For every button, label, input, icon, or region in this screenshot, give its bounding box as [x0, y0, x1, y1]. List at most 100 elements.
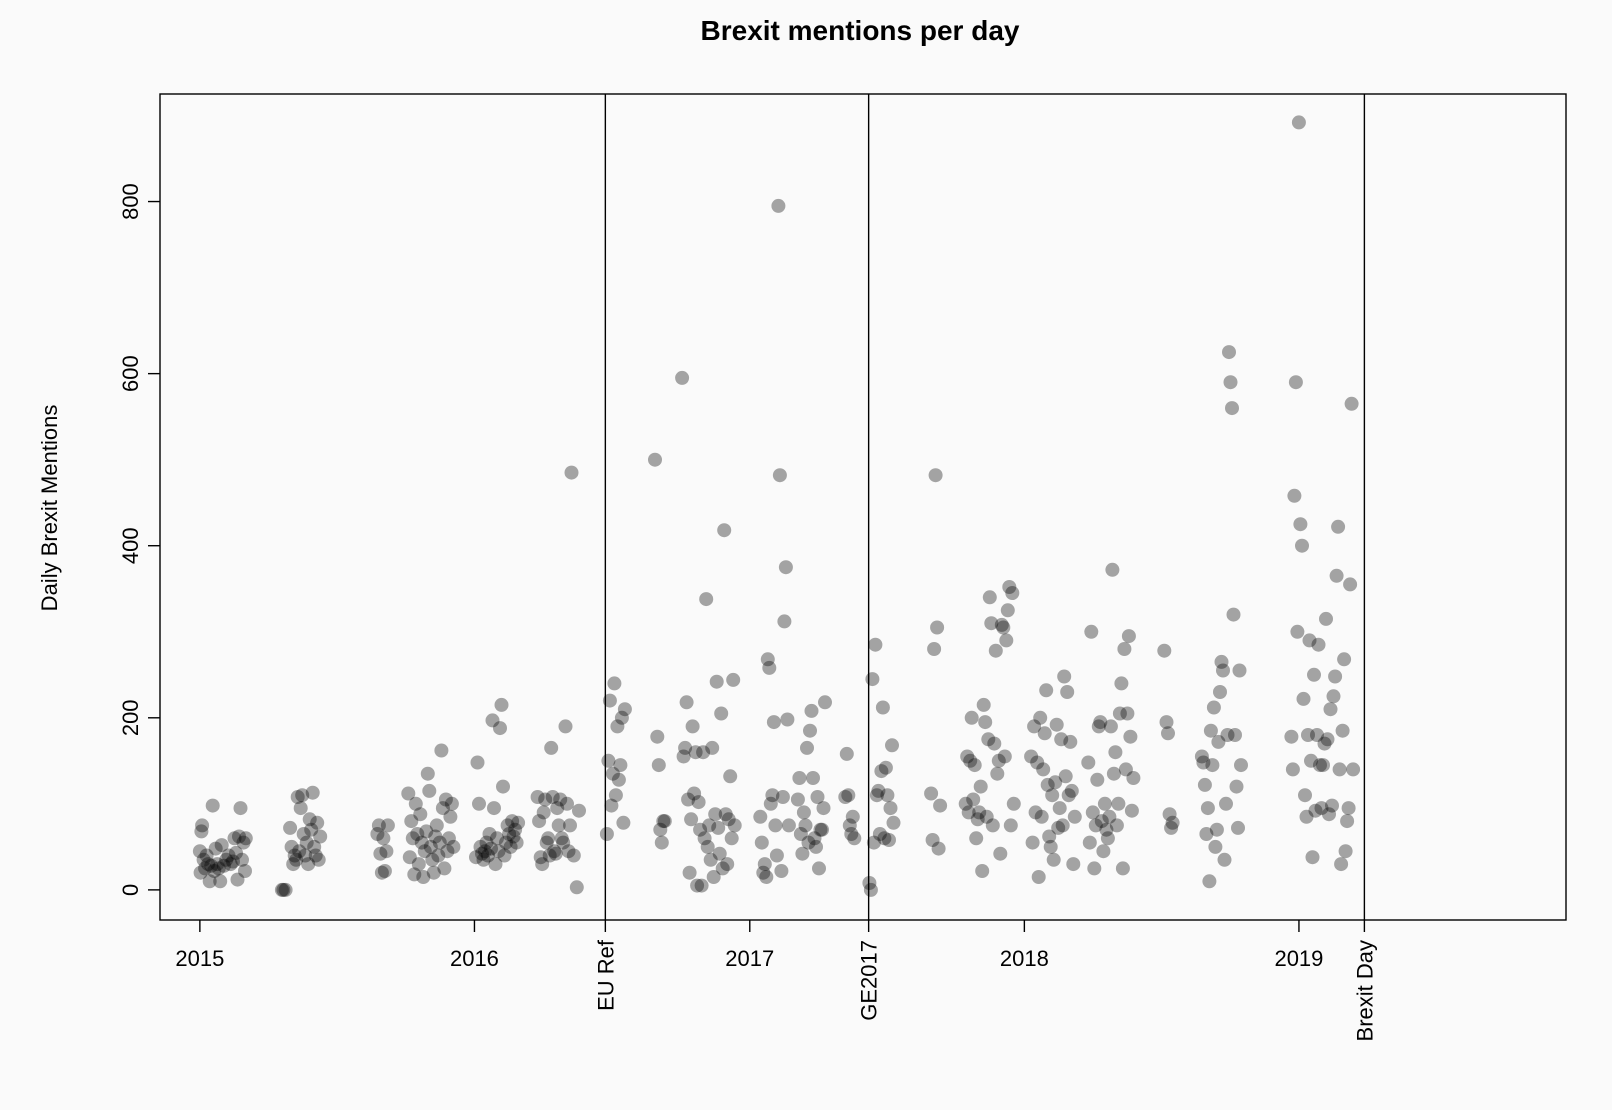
data-point — [435, 801, 450, 816]
data-point — [419, 824, 434, 839]
data-point — [607, 676, 622, 691]
data-point — [925, 833, 940, 847]
data-point — [420, 766, 435, 781]
data-point — [1319, 611, 1333, 626]
data-point — [931, 841, 946, 856]
data-point — [981, 732, 996, 747]
data-point — [505, 814, 520, 829]
data-point — [494, 697, 509, 712]
data-point — [777, 614, 792, 629]
data-point — [1223, 375, 1238, 390]
data-point — [407, 867, 422, 882]
data-point — [714, 706, 729, 721]
data-point — [1338, 844, 1353, 859]
y-axis: 0 200 400 600 800 — [118, 183, 160, 896]
data-point — [1317, 736, 1332, 751]
data-point — [1228, 728, 1242, 742]
data-point — [1329, 568, 1344, 583]
data-point — [763, 796, 778, 811]
data-point — [883, 801, 898, 816]
data-point — [380, 818, 395, 833]
data-point — [718, 807, 733, 822]
event-label: Brexit Day — [1352, 940, 1377, 1041]
data-point — [1114, 676, 1129, 691]
data-point — [1091, 719, 1106, 734]
data-point — [1344, 396, 1359, 411]
data-point — [473, 839, 488, 854]
data-point — [678, 740, 693, 755]
data-point — [226, 854, 240, 869]
data-point — [862, 876, 877, 890]
x-tick-label: 2018 — [1000, 946, 1049, 971]
data-point — [976, 697, 991, 712]
data-point — [973, 779, 988, 794]
data-point — [313, 829, 328, 844]
data-point — [422, 783, 437, 798]
data-point — [679, 695, 694, 710]
data-point — [502, 827, 517, 841]
data-point — [503, 839, 518, 854]
data-point — [1208, 839, 1223, 854]
data-point — [278, 882, 293, 897]
data-point — [1211, 734, 1226, 749]
data-point — [470, 755, 485, 770]
data-point — [233, 801, 248, 816]
data-point — [478, 844, 492, 859]
data-point — [700, 839, 715, 854]
data-point — [1325, 798, 1339, 813]
data-point — [774, 864, 789, 878]
data-point — [307, 839, 322, 854]
data-point — [790, 792, 805, 807]
data-point — [882, 833, 896, 847]
data-point — [1124, 803, 1139, 818]
data-point — [301, 857, 316, 872]
data-point — [230, 872, 245, 887]
data-point — [775, 790, 790, 804]
data-point — [690, 878, 705, 893]
data-point — [1042, 829, 1057, 844]
data-point — [979, 809, 994, 824]
data-point — [682, 865, 697, 880]
data-point — [969, 831, 984, 846]
data-point — [310, 815, 325, 830]
data-point — [708, 807, 723, 822]
y-tick-label: 800 — [118, 183, 143, 220]
data-point — [438, 792, 453, 807]
data-point — [872, 827, 887, 841]
data-point — [816, 801, 831, 816]
data-point — [617, 702, 632, 717]
data-point — [724, 831, 739, 846]
data-point — [801, 835, 816, 850]
data-point — [1096, 844, 1111, 859]
data-point — [572, 803, 586, 818]
data-point — [493, 721, 507, 736]
data-point — [1121, 629, 1136, 644]
data-point — [842, 818, 857, 833]
data-point — [611, 772, 626, 787]
data-point — [401, 786, 416, 801]
data-point — [866, 835, 881, 850]
data-point — [1117, 642, 1132, 656]
data-point — [756, 865, 771, 880]
data-point — [877, 831, 892, 846]
data-point — [1123, 729, 1138, 744]
data-point — [1340, 814, 1355, 829]
y-axis-label: Daily Brexit Mentions — [37, 405, 62, 612]
data-point — [553, 792, 568, 807]
data-point — [1343, 577, 1358, 592]
data-point — [437, 861, 452, 876]
data-point — [1328, 669, 1343, 684]
data-point — [781, 818, 796, 833]
data-point — [845, 809, 860, 824]
data-point — [768, 818, 783, 833]
data-point — [296, 827, 311, 841]
data-point — [1120, 706, 1135, 721]
data-point — [423, 839, 438, 854]
data-point — [656, 814, 671, 829]
data-point — [293, 801, 308, 816]
data-point — [1118, 762, 1133, 777]
data-point — [481, 848, 495, 863]
data-point — [841, 788, 856, 803]
data-point — [806, 771, 820, 785]
